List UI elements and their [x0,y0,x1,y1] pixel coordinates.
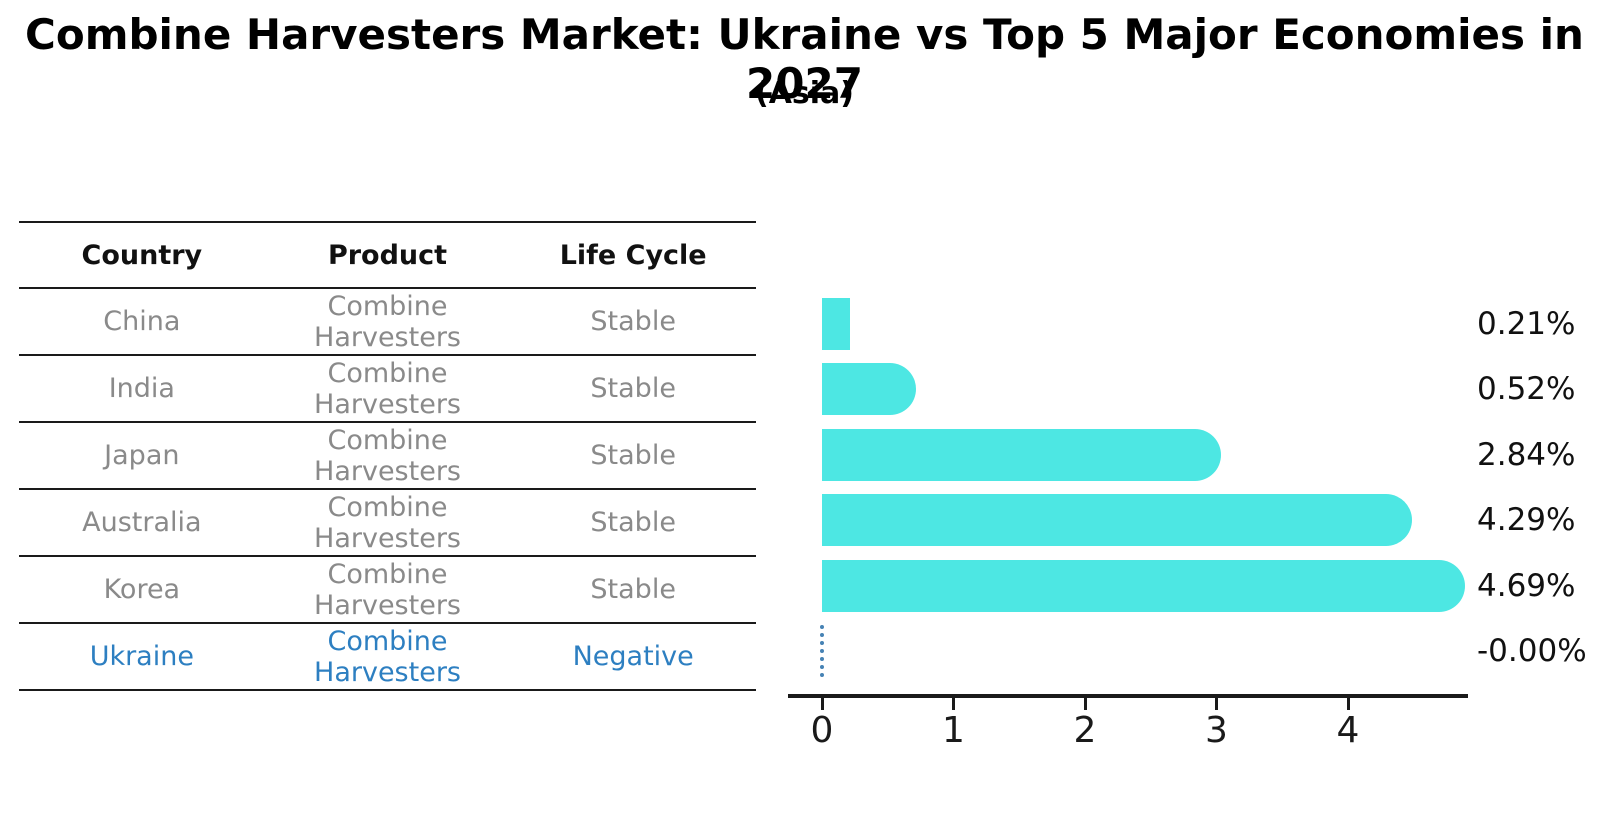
table-cell-life-cycle: Stable [590,306,676,337]
x-tick-label: 0 [810,710,834,751]
table-cell-product: Combine Harvesters [314,357,461,420]
table-cell-product: Combine Harvesters [314,558,461,621]
table-cell-life-cycle: Stable [590,574,676,605]
bar-value-label: 4.69% [1477,567,1576,604]
table-body: China Combine Harvesters Stable India Combin… [19,289,756,691]
data-table: Country Product Life Cycle China Combine … [19,221,756,691]
table-cell-life-cycle: Stable [590,373,676,404]
bar-value-label: 0.52% [1477,371,1576,408]
table-cell-product: Combine Harvesters [314,424,461,487]
x-axis-tick [952,698,955,710]
table-cell-country: Korea [103,574,181,605]
table-row: China Combine Harvesters Stable [19,289,756,356]
table-row: Japan Combine Harvesters Stable [19,423,756,490]
bar-australia [822,494,1413,547]
x-axis-tick [1346,698,1350,710]
table-cell-life-cycle: Stable [590,507,676,538]
table-cell-product: Combine Harvesters [314,625,461,688]
table-row: Ukraine Combine Harvesters Negative [19,624,756,691]
table-row: Korea Combine Harvesters Stable [19,557,756,624]
x-axis-tick [1215,698,1218,710]
bar-value-label: -0.00% [1477,633,1587,669]
x-tick-label: 3 [1205,710,1228,751]
x-tick-label: 1 [942,710,965,751]
table-row: India Combine Harvesters Stable [19,356,756,423]
x-tick-label: 4 [1336,710,1360,751]
table-cell-country: India [108,373,175,404]
table-cell-country: Ukraine [89,641,194,672]
bar-value-label: 4.29% [1477,502,1576,539]
table-cell-country: Japan [104,440,180,471]
bar-india [822,363,917,416]
table-cell-life-cycle: Stable [590,440,676,471]
x-tick-label: 2 [1073,710,1097,751]
zero-value-marker [820,625,824,677]
table-header-row: Country Product Life Cycle [19,221,756,289]
table-cell-product: Combine Harvesters [314,290,461,353]
page-subtitle: (Asia) [754,76,855,111]
table-cell-country: Australia [82,507,202,538]
bar-value-label: 2.84% [1477,436,1576,473]
x-axis-line [788,694,1468,698]
bar-japan [822,428,1222,481]
table-header-country: Country [81,239,203,271]
x-axis-tick [1083,698,1087,710]
table-row: Australia Combine Harvesters Stable [19,490,756,557]
table-cell-country: China [103,306,181,337]
page-title: Combine Harvesters Market: Ukraine vs To… [25,10,1584,108]
bar-china [822,298,850,350]
table-cell-life-cycle: Negative [572,641,694,672]
table-header-product: Product [327,239,448,271]
x-axis-tick [820,698,824,710]
table-cell-product: Combine Harvesters [314,491,461,554]
bar-value-label: 0.21% [1477,306,1576,342]
table-header-life-cycle: Life Cycle [559,239,707,271]
bar-korea [822,559,1465,612]
